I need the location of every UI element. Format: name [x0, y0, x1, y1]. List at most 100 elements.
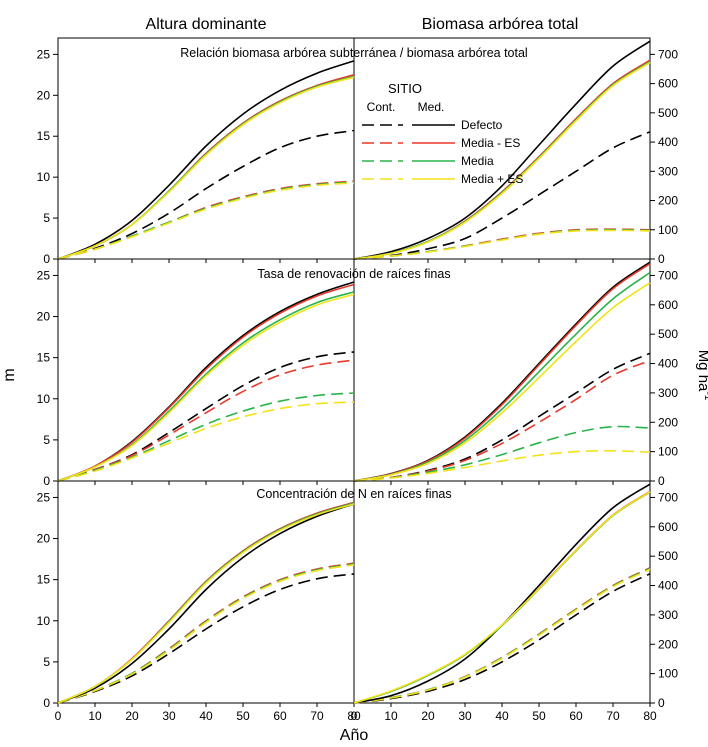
y-right-tick-label: 600	[658, 520, 678, 534]
legend-header: SITIO	[388, 81, 422, 96]
col-title-left: Altura dominante	[146, 16, 267, 33]
y-right-tick-label: 0	[658, 474, 665, 488]
y-left-tick-label: 0	[43, 696, 50, 710]
col-title-right: Biomasa arbórea total	[422, 16, 579, 33]
left-line-med-defecto	[57, 281, 355, 482]
y-right-tick-label: 100	[658, 223, 678, 237]
panel-row-1: 0 5 10 15 20 25 0 100 200 300 400 500 600 700 Relación…	[37, 37, 678, 266]
left-line-cont-defecto	[57, 129, 355, 260]
x-tick-label-right: 50	[532, 709, 546, 723]
y-left-tick-label: 25	[37, 47, 51, 61]
x-tick-label-right: 80	[643, 709, 657, 723]
left-line-cont-media-es	[57, 564, 355, 704]
y-right-tick-label: 700	[658, 490, 678, 504]
y-right-tick-label: 200	[658, 194, 678, 208]
y-right-tick-label: 200	[658, 637, 678, 651]
legend-label-defecto: Defecto	[461, 118, 503, 132]
left-line-cont-defecto	[57, 573, 355, 704]
y-right-tick-label: 300	[658, 164, 678, 178]
left-line-med-media-es	[57, 283, 355, 482]
x-tick-label-left: 80	[347, 709, 361, 723]
y-left-tick-label: 5	[43, 433, 50, 447]
x-tick-label-right: 70	[606, 709, 620, 723]
right-line-cont-media-es	[353, 229, 651, 260]
left-line-med-media-es	[57, 76, 355, 260]
x-tick-label-left: 50	[236, 709, 250, 723]
y-right-label-main: Mg ha	[695, 350, 708, 392]
right-line-med-media-es	[353, 490, 651, 704]
y-right-tick-label: 500	[658, 327, 678, 341]
x-tick-label-left: 0	[55, 709, 62, 723]
x-label: Año	[340, 727, 369, 744]
panel-frame-left	[57, 37, 355, 260]
left-line-cont-media-es	[57, 359, 355, 482]
right-line-cont-media-es	[353, 567, 651, 704]
left-line-med-media-es	[57, 293, 355, 482]
right-line-cont-media-es	[353, 449, 651, 482]
y-right-tick-label: 100	[658, 667, 678, 681]
y-left-tick-label: 25	[37, 490, 51, 504]
y-right-tick-label: 600	[658, 77, 678, 91]
right-line-cont-media-es	[353, 359, 651, 482]
panel-frame-right	[353, 258, 651, 482]
x-tick-label-left: 20	[125, 709, 139, 723]
y-left-tick-label: 20	[37, 88, 51, 102]
y-left-tick-label: 20	[37, 532, 51, 546]
row-title: Relación biomasa arbórea subterránea / b…	[180, 46, 527, 60]
left-line-med-media-es	[57, 74, 355, 260]
x-tick-label-left: 30	[162, 709, 176, 723]
legend-col-med: Med.	[418, 100, 445, 114]
row-title: Concentración de N en raíces finas	[256, 487, 451, 501]
legend: SITIO Cont. Med. Defecto Media - ES Media M…	[362, 81, 523, 186]
y-left-tick-label: 5	[43, 211, 50, 225]
x-tick-label-right: 0	[351, 709, 358, 723]
y-left-tick-label: 15	[37, 129, 51, 143]
left-line-med-media	[57, 75, 355, 260]
left-line-cont-media	[57, 392, 355, 482]
y-right-label-sup: -1	[702, 391, 708, 400]
y-right-tick-label: 700	[658, 47, 678, 61]
x-tick-label-right: 40	[495, 709, 509, 723]
right-line-cont-media	[353, 567, 651, 704]
right-line-med-media-es	[353, 263, 651, 482]
x-tick-label-right: 60	[569, 709, 583, 723]
right-line-med-defecto	[353, 483, 651, 704]
y-left-tick-label: 0	[43, 252, 50, 266]
left-line-med-defecto	[57, 60, 355, 260]
x-tick-label-right: 10	[384, 709, 398, 723]
y-left-tick-label: 15	[37, 573, 51, 587]
right-line-med-media	[353, 271, 651, 482]
y-left-tick-label: 15	[37, 351, 51, 365]
y-left-tick-label: 0	[43, 474, 50, 488]
right-line-cont-media	[353, 425, 651, 482]
y-left-tick-label: 10	[37, 170, 51, 184]
left-line-med-media-es	[57, 503, 355, 704]
right-line-cont-defecto	[353, 573, 651, 704]
right-line-med-media-es	[353, 491, 651, 704]
left-line-med-media-es	[57, 501, 355, 704]
y-right-tick-label: 400	[658, 579, 678, 593]
right-line-med-defecto	[353, 40, 651, 260]
y-left-tick-label: 25	[37, 268, 51, 282]
left-line-cont-defecto	[57, 351, 355, 482]
x-tick-label-right: 30	[458, 709, 472, 723]
y-left-tick-label: 10	[37, 614, 51, 628]
legend-label-media-es: Media + ES	[461, 172, 523, 186]
y-right-tick-label: 100	[658, 445, 678, 459]
left-line-cont-media	[57, 181, 355, 260]
legend-label-media: Media	[461, 154, 494, 168]
right-line-cont-media-es	[353, 568, 651, 704]
row-title: Tasa de renovación de raíces finas	[257, 267, 450, 281]
right-line-cont-defecto	[353, 131, 651, 260]
left-line-cont-media-es	[57, 182, 355, 260]
y-right-label: Mg ha-1	[695, 350, 708, 401]
right-line-cont-defecto	[353, 352, 651, 482]
x-tick-label-left: 10	[88, 709, 102, 723]
panel-frame-left	[57, 480, 355, 704]
x-tick-label-right: 20	[421, 709, 435, 723]
right-line-med-media-es	[353, 61, 651, 260]
y-left-label: m	[1, 368, 18, 381]
y-right-tick-label: 200	[658, 415, 678, 429]
left-line-cont-media-es	[57, 401, 355, 482]
left-line-med-defecto	[57, 503, 355, 704]
